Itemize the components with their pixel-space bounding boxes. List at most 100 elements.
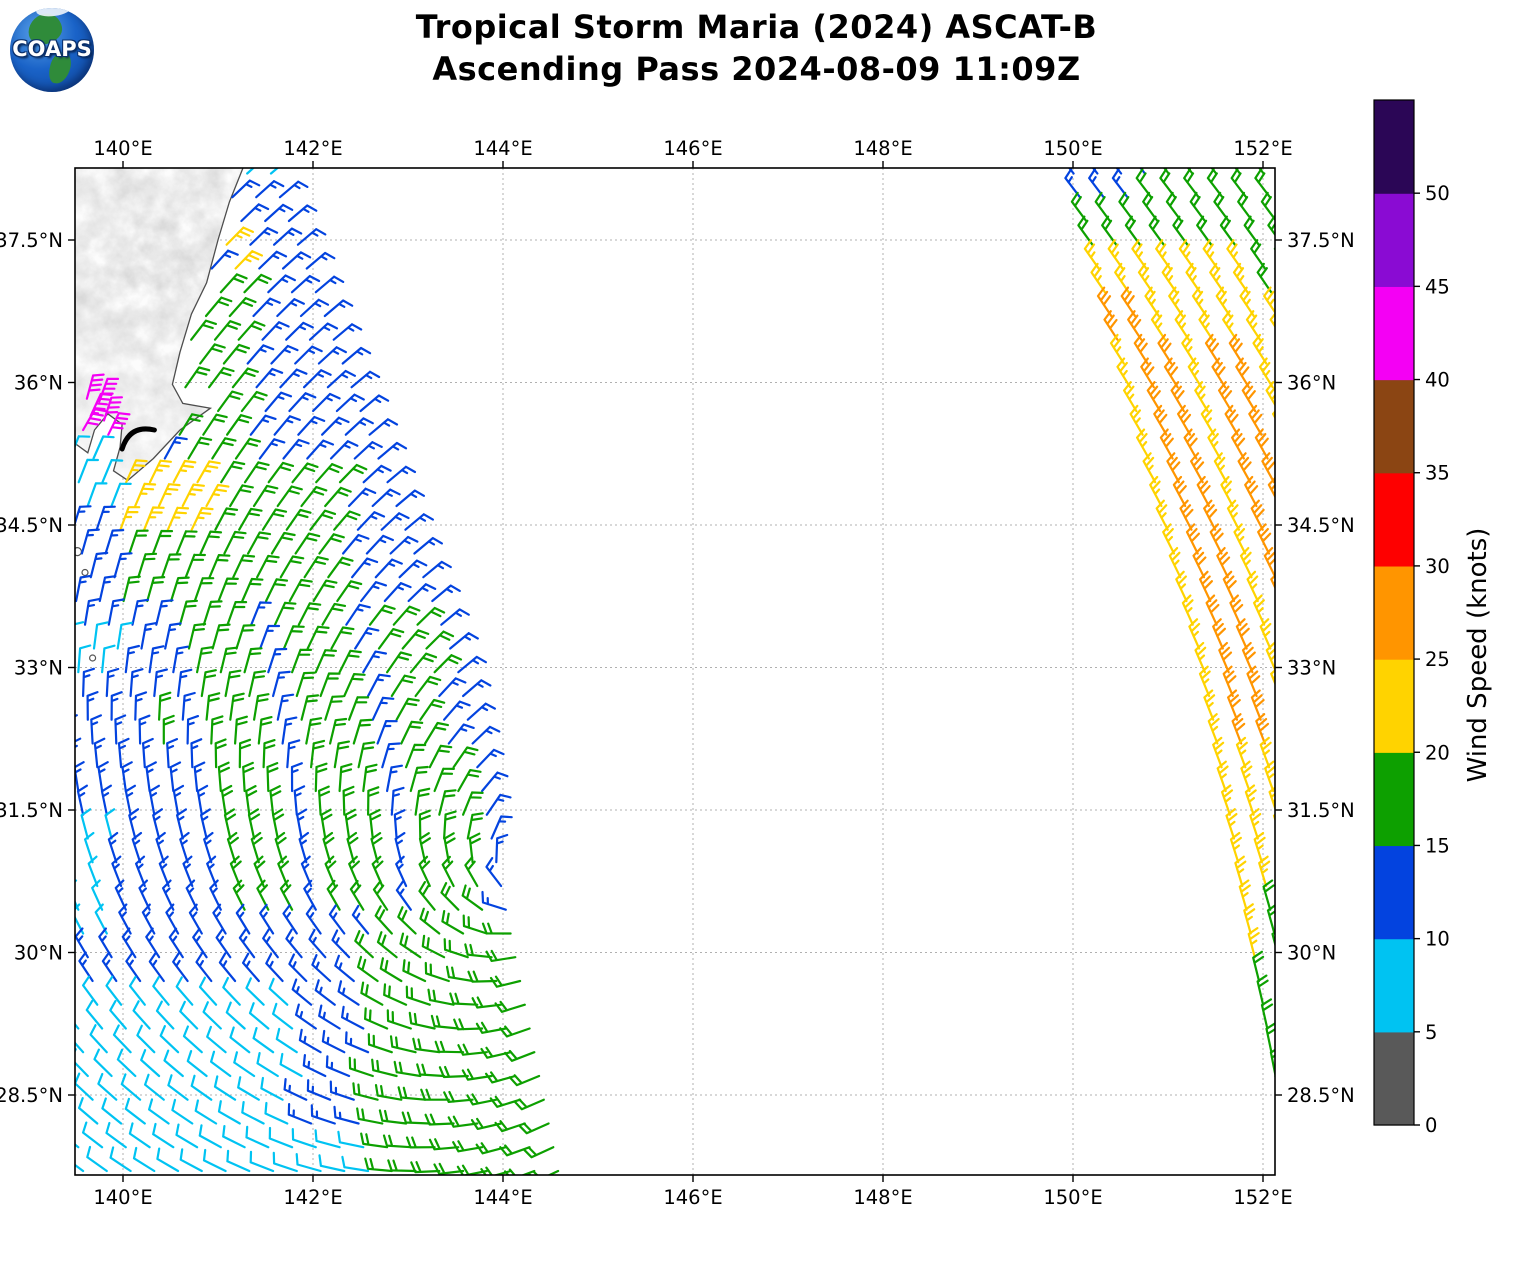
wind-barb — [196, 784, 209, 816]
wind-barb — [449, 992, 479, 1006]
wind-barb — [1222, 665, 1237, 698]
wind-barb — [82, 667, 95, 698]
wind-barb — [1229, 831, 1242, 864]
wind-barb — [219, 273, 248, 294]
wind-barb — [386, 465, 417, 484]
wind-barb — [92, 435, 115, 460]
wind-barb — [298, 1028, 322, 1054]
colorbar-segment — [1374, 938, 1414, 1033]
wind-barb — [172, 645, 189, 674]
wind-barb — [217, 761, 230, 793]
wind-barb — [377, 441, 408, 460]
wind-barb — [210, 249, 239, 270]
x-tick-label-top: 144°E — [473, 137, 532, 160]
wind-barb — [1090, 262, 1107, 294]
wind-barb — [153, 668, 168, 698]
wind-barb — [1244, 784, 1257, 816]
wind-barb — [95, 505, 116, 531]
wind-barb — [1259, 618, 1272, 650]
wind-barb — [310, 739, 326, 769]
wind-barb — [140, 1049, 161, 1078]
wind-barb — [362, 763, 378, 793]
wind-barb — [1194, 381, 1209, 413]
wind-barb — [181, 691, 196, 721]
wind-barb — [274, 831, 287, 864]
wind-barb — [75, 1163, 85, 1173]
wind-barb — [314, 275, 345, 294]
wind-barb — [186, 1050, 208, 1078]
island — [81, 568, 89, 577]
coast-emphasis-arc — [119, 426, 157, 452]
wind-barb — [1235, 357, 1250, 389]
wind-barb — [480, 1166, 512, 1175]
wind-barb — [198, 976, 218, 1006]
wind-barb — [238, 507, 263, 531]
wind-barb — [425, 630, 455, 650]
wind-barb — [155, 831, 166, 864]
wind-barb — [1277, 952, 1287, 981]
wind-barb — [248, 1002, 270, 1030]
wind-barb — [1235, 618, 1250, 650]
wind-barb — [431, 584, 461, 603]
wind-barb — [226, 601, 248, 626]
wind-barb — [140, 622, 158, 650]
wind-barb — [318, 1004, 341, 1030]
wind-barb — [495, 833, 509, 864]
x-tick-label-top: 142°E — [283, 137, 342, 160]
wind-barb — [387, 1159, 417, 1173]
wind-barb — [1212, 736, 1225, 769]
wind-barb — [1103, 310, 1119, 341]
wind-barb — [144, 1073, 165, 1101]
wind-barb — [211, 437, 237, 460]
wind-barb — [223, 530, 247, 555]
wind-barb — [102, 396, 123, 422]
wind-barb — [374, 1084, 403, 1101]
wind-barb — [87, 855, 99, 888]
wind-barb — [346, 831, 359, 864]
wind-barb — [75, 879, 80, 911]
wind-barb — [262, 928, 279, 959]
wind-barb — [321, 1029, 346, 1054]
wind-barb — [433, 654, 463, 674]
wind-barb — [1203, 499, 1218, 531]
wind-barb — [213, 1075, 237, 1101]
wind-barb — [328, 904, 346, 935]
wind-barb — [1168, 547, 1182, 579]
wind-barb — [259, 624, 281, 650]
wind-barb — [65, 857, 74, 886]
wind-barb — [1218, 641, 1233, 674]
wind-barb — [107, 412, 131, 436]
wind-barb — [424, 721, 449, 745]
wind-barb — [77, 458, 99, 484]
wind-barb — [143, 506, 165, 531]
y-tick-label-left: 36°N — [14, 372, 63, 395]
wind-barb — [101, 951, 118, 983]
wind-barb — [195, 952, 213, 983]
y-tick-label-left: 31.5°N — [0, 799, 63, 822]
wind-barb — [202, 600, 223, 626]
wind-barb — [249, 414, 277, 436]
wind-barb — [308, 322, 339, 341]
wind-barb — [206, 1025, 227, 1054]
wind-barb — [179, 1000, 199, 1030]
wind-barb — [282, 438, 310, 460]
wind-barb — [378, 1109, 408, 1125]
y-tick-label-right: 36°N — [1287, 372, 1336, 395]
wind-barb — [1183, 428, 1198, 460]
wind-barb — [148, 459, 172, 484]
wind-barb — [89, 1024, 108, 1054]
wind-barb — [124, 1097, 146, 1125]
wind-barb — [282, 251, 312, 270]
wind-barb — [383, 582, 412, 603]
wind-barb — [1161, 262, 1178, 294]
wind-barb — [113, 552, 133, 579]
wind-barb — [279, 555, 305, 579]
wind-barb — [334, 954, 355, 983]
wind-barb — [306, 625, 330, 650]
wind-barb — [443, 938, 469, 959]
wind-barb — [234, 437, 261, 460]
wind-barb — [235, 903, 251, 935]
wind-barb — [273, 415, 301, 436]
wind-barb — [225, 1001, 246, 1030]
